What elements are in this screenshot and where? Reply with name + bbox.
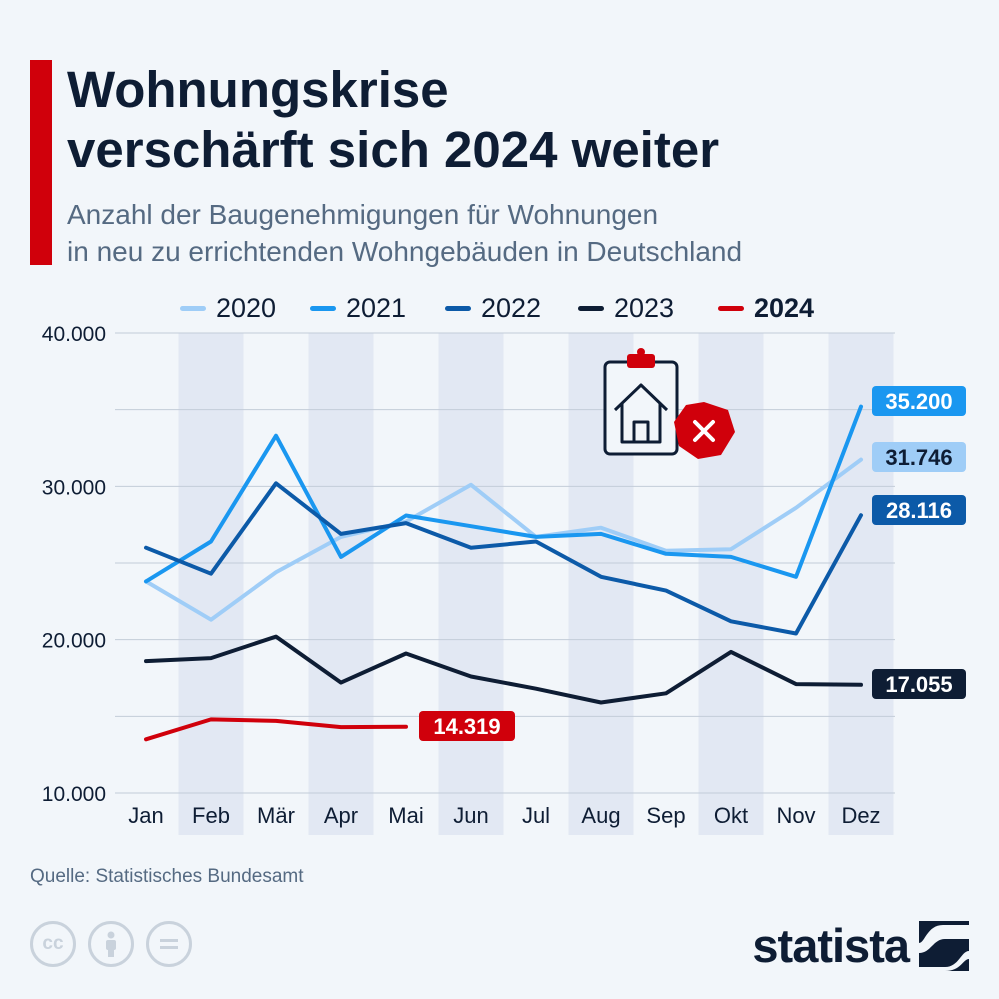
- data-label-box: [872, 669, 966, 699]
- x-tick-label: Sep: [646, 803, 685, 828]
- source-note: Quelle: Statistisches Bundesamt: [30, 866, 304, 887]
- page-subtitle: Anzahl der Baugenehmigungen für Wohnunge…: [67, 196, 967, 270]
- series-line-2021: [144, 404, 863, 584]
- x-tick-label: Jan: [128, 803, 163, 828]
- title-line-1: Wohnungskrise: [67, 61, 449, 118]
- attribution-icon[interactable]: [88, 921, 134, 967]
- no-derivatives-icon[interactable]: [146, 921, 192, 967]
- data-label-text: 31.746: [885, 445, 952, 470]
- license-icons: cc: [30, 921, 192, 967]
- month-band: [438, 333, 504, 835]
- page-title: Wohnungskrise verschärft sich 2024 weite…: [67, 60, 719, 180]
- legend-label: 2021: [346, 292, 407, 323]
- x-tick-label: Okt: [714, 803, 748, 828]
- month-band: [828, 333, 894, 835]
- cancel-x-mark: [693, 420, 715, 442]
- building-permit-denied-icon: [603, 348, 735, 459]
- data-label-2022: 28.116: [872, 495, 966, 525]
- data-label-2024: 14.319: [419, 711, 515, 741]
- legend-item-2021: 2021: [310, 290, 406, 326]
- x-tick-label: Jun: [453, 803, 488, 828]
- x-tick-label: Feb: [192, 803, 230, 828]
- legend-label: 2023: [614, 292, 675, 323]
- x-tick-label: Mai: [388, 803, 423, 828]
- series-line-2024: [144, 717, 408, 742]
- x-tick-label: Jul: [522, 803, 550, 828]
- legend-swatch: [445, 305, 471, 311]
- legend-label: 2020: [216, 292, 277, 323]
- data-label-box: [872, 386, 966, 416]
- house-shape: [613, 383, 669, 444]
- legend-item-2020: 2020: [180, 290, 276, 326]
- month-band: [308, 333, 374, 835]
- x-tick-label: Mär: [257, 803, 295, 828]
- series-line-2022: [144, 481, 863, 636]
- month-band: [178, 333, 244, 835]
- series-line-2023: [144, 634, 863, 705]
- data-label-2020: 31.746: [872, 442, 966, 472]
- x-tick-label: Apr: [324, 803, 358, 828]
- legend-label: 2024: [754, 292, 815, 323]
- legend-label: 2022: [481, 292, 542, 323]
- clipboard-clip-ring: [637, 348, 645, 356]
- data-label-box: [419, 711, 515, 741]
- data-label-text: 14.319: [433, 714, 500, 739]
- data-label-box: [872, 495, 966, 525]
- data-label-2023: 17.055: [872, 669, 966, 699]
- legend-item-2022: 2022: [445, 290, 541, 326]
- accent-bar: [30, 60, 52, 265]
- x-tick-label: Aug: [581, 803, 620, 828]
- data-label-2021: 35.200: [872, 386, 966, 416]
- brand-wordmark: statista: [752, 919, 910, 972]
- y-tick-label: 40.000: [42, 323, 106, 346]
- legend-swatch: [180, 305, 206, 311]
- legend-swatch: [718, 305, 744, 311]
- data-label-text: 17.055: [885, 672, 952, 697]
- creative-commons-icon[interactable]: cc: [30, 921, 76, 967]
- legend-swatch: [578, 305, 604, 311]
- y-tick-label: 20.000: [42, 630, 106, 653]
- y-tick-label: 10.000: [42, 783, 106, 806]
- brand-logo[interactable]: statista: [752, 918, 969, 973]
- x-tick-label: Dez: [841, 803, 880, 828]
- title-line-2: verschärft sich 2024 weiter: [67, 121, 720, 178]
- data-label-box: [872, 442, 966, 472]
- data-label-text: 35.200: [885, 389, 952, 414]
- data-label-text: 28.116: [886, 498, 952, 523]
- statista-logo-icon: [919, 920, 969, 971]
- clipboard-clip: [627, 354, 655, 368]
- chart-legend: 2020 2021 2022 2023 2024: [0, 290, 999, 326]
- legend-swatch: [310, 305, 336, 311]
- series-line-2020: [144, 457, 863, 622]
- y-tick-label: 30.000: [42, 476, 106, 499]
- legend-item-2024: 2024: [718, 290, 814, 326]
- subtitle-line-1: Anzahl der Baugenehmigungen für Wohnunge…: [67, 199, 659, 230]
- x-tick-label: Nov: [776, 803, 815, 828]
- month-bands: [178, 333, 894, 835]
- legend-item-2023: 2023: [578, 290, 674, 326]
- subtitle-line-2: in neu zu errichtenden Wohngebäuden in D…: [67, 236, 743, 267]
- line-chart: 10.000 20.000 30.000 40.000 Jan Feb Mär Apr Mai J…: [42, 323, 966, 835]
